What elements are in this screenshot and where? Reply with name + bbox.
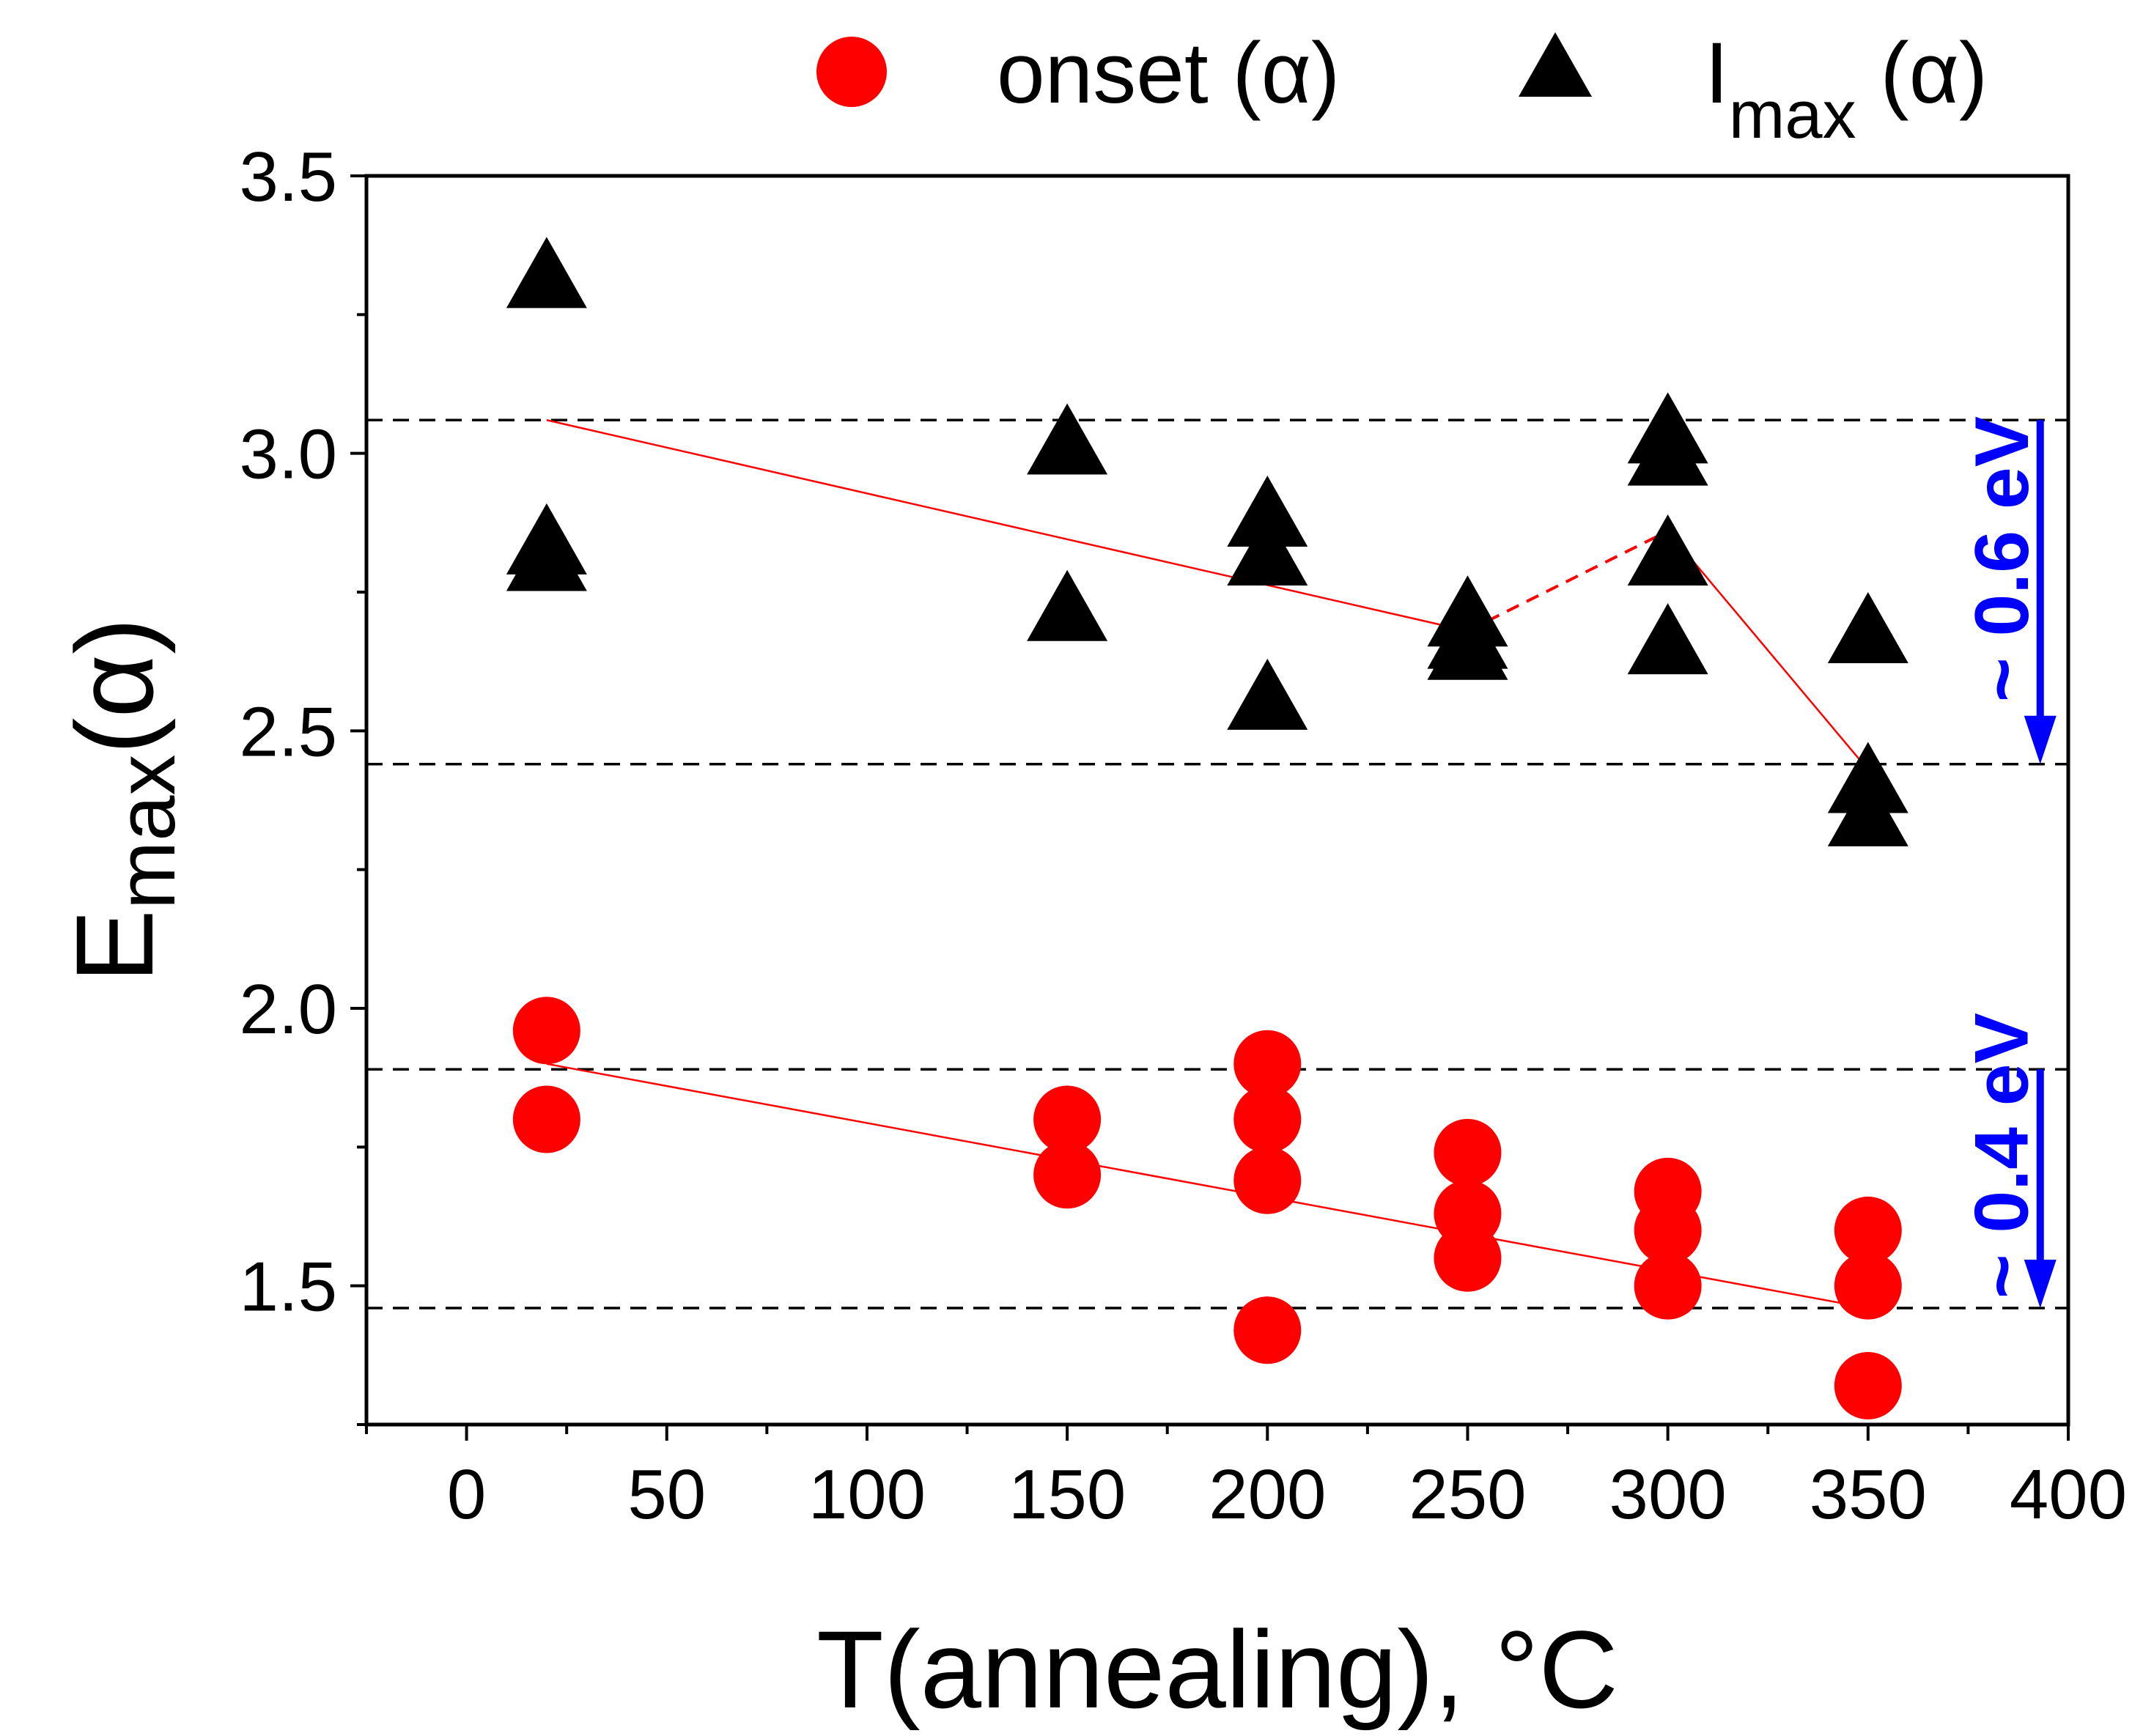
- trend-line: [1667, 530, 1869, 771]
- onset-point: [1233, 1085, 1302, 1153]
- onset-point: [1834, 1196, 1902, 1264]
- onset-point: [1834, 1252, 1902, 1320]
- onset-point: [512, 997, 580, 1065]
- legend-label-imax: Imax (α): [1705, 25, 1988, 152]
- imax-point: [1227, 658, 1308, 730]
- onset-point: [1834, 1351, 1902, 1419]
- data-points: [506, 237, 1908, 1419]
- imax-point: [1827, 592, 1908, 664]
- y-axis: 1.5 2.0 2.5 3.0 3.5: [240, 138, 366, 1426]
- y-axis-title-sub: max: [100, 754, 192, 909]
- annotations: ~ 0.6 eV ~ 0.4 eV: [1960, 416, 2057, 1308]
- annotation-label: ~ 0.4 eV: [1960, 1013, 2045, 1299]
- x-axis: 0 50 100 150 200 250 300 350 400: [365, 1425, 2127, 1534]
- onset-point: [1233, 1296, 1302, 1364]
- imax-point: [1027, 569, 1108, 641]
- legend-label-imax-suffix: (α): [1856, 25, 1988, 122]
- imax-point: [506, 520, 587, 591]
- y-tick-label: 2.0: [240, 970, 337, 1049]
- annotation-label: ~ 0.6 eV: [1960, 416, 2045, 702]
- imax-point: [1227, 475, 1308, 547]
- y-tick-label: 2.5: [240, 692, 337, 771]
- onset-point: [1634, 1196, 1702, 1264]
- y-axis-title: Emax(α): [53, 618, 192, 983]
- onset-point: [1634, 1252, 1702, 1320]
- x-tick-label: 250: [1409, 1455, 1526, 1534]
- legend-label-onset: onset (α): [997, 25, 1340, 122]
- y-tick-label: 3.5: [240, 138, 337, 216]
- imax-point: [1627, 603, 1708, 675]
- legend: onset (α) Imax (α): [816, 25, 1988, 152]
- y-axis-title-suffix: (α): [53, 618, 176, 755]
- imax-point: [1827, 775, 1908, 846]
- y-tick-label: 1.5: [240, 1248, 337, 1326]
- x-tick-label: 50: [627, 1455, 706, 1534]
- onset-point: [1434, 1118, 1502, 1186]
- onset-point: [1033, 1141, 1102, 1209]
- imax-point: [1027, 403, 1108, 475]
- x-axis-title: T(annealing), °C: [816, 1608, 1618, 1731]
- imax-point: [1627, 414, 1708, 486]
- reference-lines: [366, 418, 2068, 1310]
- x-tick-label: 300: [1609, 1455, 1727, 1534]
- onset-point: [1233, 1030, 1302, 1098]
- onset-point: [1434, 1224, 1502, 1292]
- trend-line: [1467, 529, 1669, 632]
- onset-point: [1033, 1085, 1102, 1153]
- legend-circle-marker: [816, 37, 887, 107]
- x-tick-label: 200: [1209, 1455, 1326, 1534]
- imax-point: [506, 237, 587, 309]
- x-tick-label: 0: [447, 1455, 486, 1534]
- onset-point: [512, 1085, 580, 1153]
- legend-triangle-marker: [1519, 32, 1592, 97]
- x-tick-label: 400: [2010, 1455, 2127, 1534]
- legend-label-imax-main: I: [1705, 25, 1729, 122]
- x-tick-label: 150: [1008, 1455, 1126, 1534]
- legend-label-imax-sub: max: [1729, 78, 1856, 152]
- imax-point: [1427, 608, 1508, 680]
- y-axis-title-main: E: [53, 909, 176, 983]
- y-tick-label: 3.0: [240, 415, 337, 494]
- imax-point: [1627, 514, 1708, 586]
- annotation-arrow-head: [2024, 715, 2057, 764]
- x-tick-label: 100: [808, 1455, 926, 1534]
- annotation-arrow-head: [2024, 1259, 2057, 1308]
- trend-line: [546, 419, 1468, 632]
- imax-point: [1227, 514, 1308, 586]
- x-tick-label: 350: [1810, 1455, 1927, 1534]
- onset-point: [1233, 1146, 1302, 1214]
- plot-frame: [364, 174, 2070, 1427]
